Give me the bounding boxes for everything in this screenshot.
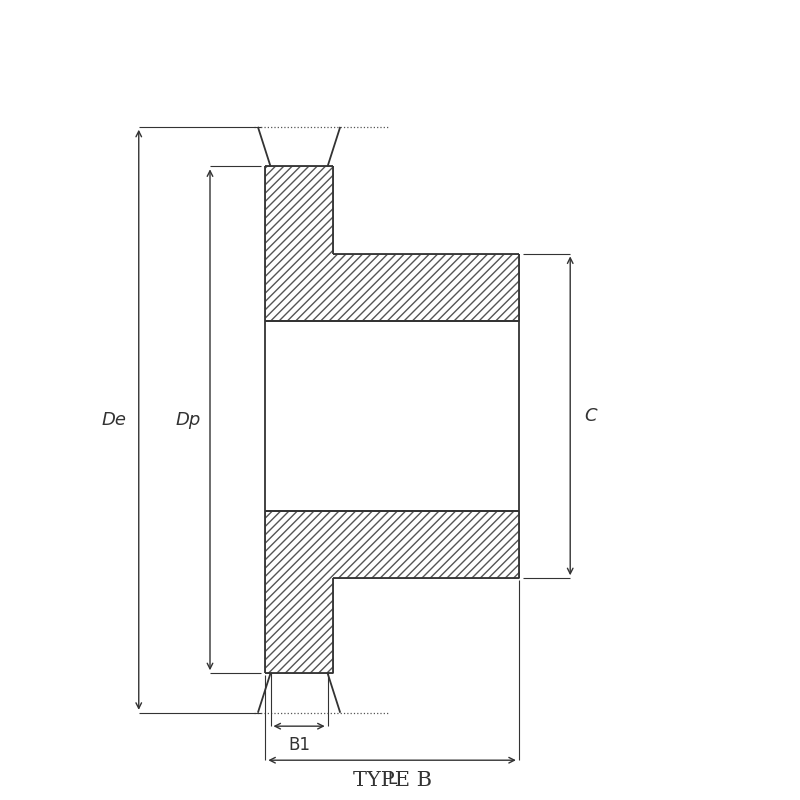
Polygon shape	[266, 321, 518, 511]
Text: De: De	[102, 410, 127, 429]
Text: L: L	[387, 770, 397, 789]
Text: C: C	[585, 407, 597, 425]
Text: TYPE B: TYPE B	[353, 770, 431, 790]
Polygon shape	[266, 166, 518, 321]
Polygon shape	[266, 511, 518, 673]
Text: B1: B1	[288, 737, 310, 754]
Text: Dp: Dp	[175, 410, 201, 429]
